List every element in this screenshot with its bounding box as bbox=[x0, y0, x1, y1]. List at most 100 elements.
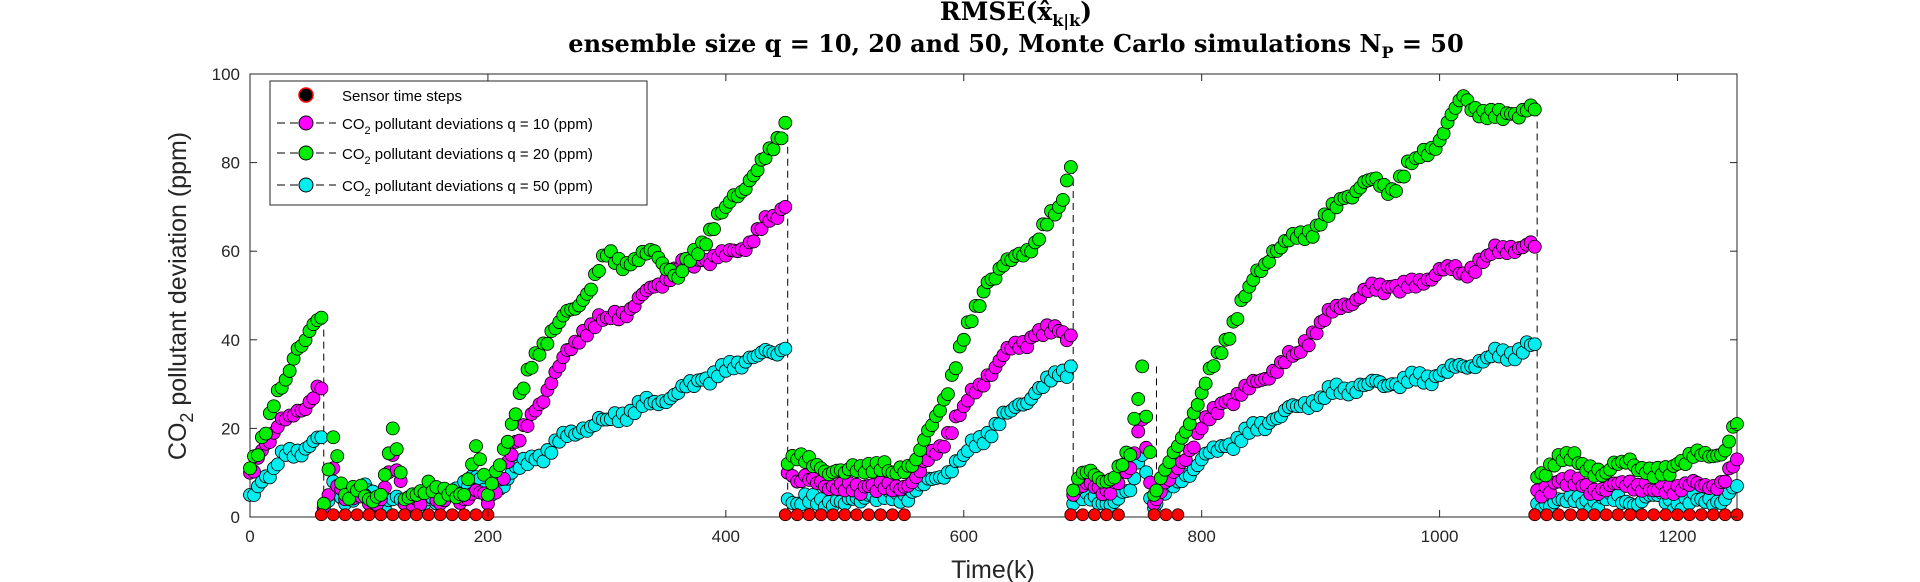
data-point bbox=[964, 314, 979, 329]
legend-marker-q20 bbox=[298, 145, 314, 161]
sensor-step-point bbox=[1635, 508, 1649, 522]
data-point bbox=[314, 430, 329, 445]
legend-label-q20-suffix: pollutant deviations q = 20 (ppm) bbox=[371, 146, 593, 163]
data-point bbox=[316, 496, 331, 511]
sensor-step-point bbox=[850, 508, 864, 522]
data-point bbox=[940, 387, 955, 402]
sensor-step-point bbox=[314, 508, 328, 522]
sensor-step-point bbox=[1587, 508, 1601, 522]
data-point bbox=[373, 487, 388, 502]
sensor-step-point bbox=[1611, 508, 1625, 522]
sensor-step-point bbox=[1718, 508, 1732, 522]
data-point bbox=[389, 442, 404, 456]
legend-label-q20-subscript: 2 bbox=[365, 155, 371, 167]
data-point bbox=[377, 467, 392, 482]
y-tick-label: 80 bbox=[221, 154, 240, 173]
data-point bbox=[1730, 417, 1744, 431]
sensor-step-point bbox=[1147, 508, 1161, 522]
sensor-step-point bbox=[338, 508, 352, 522]
data-point bbox=[944, 426, 959, 441]
sensor-step-point bbox=[826, 508, 840, 522]
data-point bbox=[461, 472, 475, 487]
data-point bbox=[675, 264, 690, 279]
sensor-step-point bbox=[1076, 508, 1090, 522]
data-point bbox=[457, 487, 472, 502]
data-point bbox=[520, 419, 535, 433]
data-point bbox=[1059, 173, 1074, 188]
data-point bbox=[1063, 359, 1078, 374]
data-point bbox=[1730, 479, 1744, 493]
data-point bbox=[1115, 458, 1130, 472]
sensor-step-point bbox=[790, 508, 804, 522]
sensor-step-point bbox=[1088, 508, 1102, 522]
data-point bbox=[948, 361, 963, 376]
y-axis-label-suffix: pollutant deviation (ppm) bbox=[164, 132, 192, 413]
legend-marker-q10 bbox=[298, 115, 314, 131]
data-point bbox=[1389, 184, 1403, 198]
data-point bbox=[1527, 239, 1542, 254]
legend-label-q10-subscript: 2 bbox=[365, 125, 371, 137]
sensor-step-point bbox=[885, 508, 899, 522]
legend-label-sensor: Sensor time steps bbox=[342, 88, 462, 105]
x-tick-label: 0 bbox=[245, 527, 254, 546]
chart-title-subscript: k|k bbox=[1052, 11, 1081, 30]
sensor-step-point bbox=[422, 508, 435, 522]
y-tick-label: 40 bbox=[221, 331, 240, 350]
data-point bbox=[1139, 409, 1154, 424]
y-tick-label: 20 bbox=[221, 419, 240, 438]
y-tick-label: 100 bbox=[212, 65, 240, 84]
sensor-step-point bbox=[374, 508, 388, 522]
data-point bbox=[484, 476, 499, 491]
data-point bbox=[1131, 392, 1146, 406]
sensor-step-point bbox=[326, 508, 340, 522]
data-point bbox=[1066, 483, 1081, 498]
data-point bbox=[314, 310, 329, 325]
chart-subtitle-text: ensemble size q = 10, 20 and 50, Monte C… bbox=[568, 29, 1381, 58]
data-point bbox=[592, 264, 606, 278]
data-point bbox=[1722, 434, 1736, 449]
data-point bbox=[1063, 328, 1078, 343]
data-point bbox=[992, 417, 1007, 432]
chart-title-close: ) bbox=[1080, 0, 1092, 26]
data-point bbox=[956, 332, 971, 347]
sensor-step-point bbox=[410, 508, 423, 522]
sensor-step-point bbox=[350, 508, 364, 522]
data-point bbox=[524, 360, 539, 375]
sensor-step-point bbox=[802, 508, 816, 522]
data-point bbox=[1198, 376, 1213, 391]
data-point bbox=[321, 462, 336, 477]
data-point bbox=[1190, 397, 1205, 412]
sensor-step-point bbox=[1575, 508, 1589, 522]
data-point bbox=[500, 434, 515, 449]
data-point bbox=[393, 465, 408, 480]
sensor-step-point bbox=[362, 508, 376, 522]
data-point bbox=[1131, 424, 1146, 439]
data-point bbox=[1040, 217, 1054, 232]
data-point bbox=[778, 115, 793, 130]
legend-label-q20: CO2 pollutant deviations q = 20 (ppm) bbox=[342, 146, 593, 167]
chart-subtitle-tail: = 50 bbox=[1393, 29, 1463, 58]
sensor-layer bbox=[314, 508, 1744, 522]
x-tick-label: 1000 bbox=[1421, 527, 1459, 546]
legend-label-q50-subscript: 2 bbox=[365, 187, 371, 199]
data-point bbox=[937, 439, 951, 454]
sensor-step-point bbox=[1599, 508, 1613, 522]
legend-label-q50-suffix: pollutant deviations q = 50 (ppm) bbox=[371, 178, 593, 195]
sensor-step-point bbox=[398, 508, 412, 522]
sensor-step-point bbox=[1694, 508, 1708, 522]
data-point bbox=[1186, 440, 1201, 455]
data-point bbox=[972, 299, 987, 313]
data-point bbox=[1063, 160, 1078, 174]
data-point bbox=[1214, 346, 1229, 361]
sensor-step-point bbox=[838, 508, 852, 522]
data-point bbox=[330, 449, 345, 464]
data-point bbox=[984, 429, 999, 444]
data-point bbox=[1149, 483, 1164, 498]
sensor-step-point bbox=[386, 508, 400, 522]
data-point bbox=[540, 336, 555, 351]
sensor-step-point bbox=[1171, 508, 1185, 522]
data-point bbox=[1527, 102, 1542, 117]
sensor-step-point bbox=[1064, 508, 1078, 522]
sensor-step-point bbox=[1159, 508, 1173, 522]
y-axis-label-subscript: 2 bbox=[177, 413, 197, 423]
